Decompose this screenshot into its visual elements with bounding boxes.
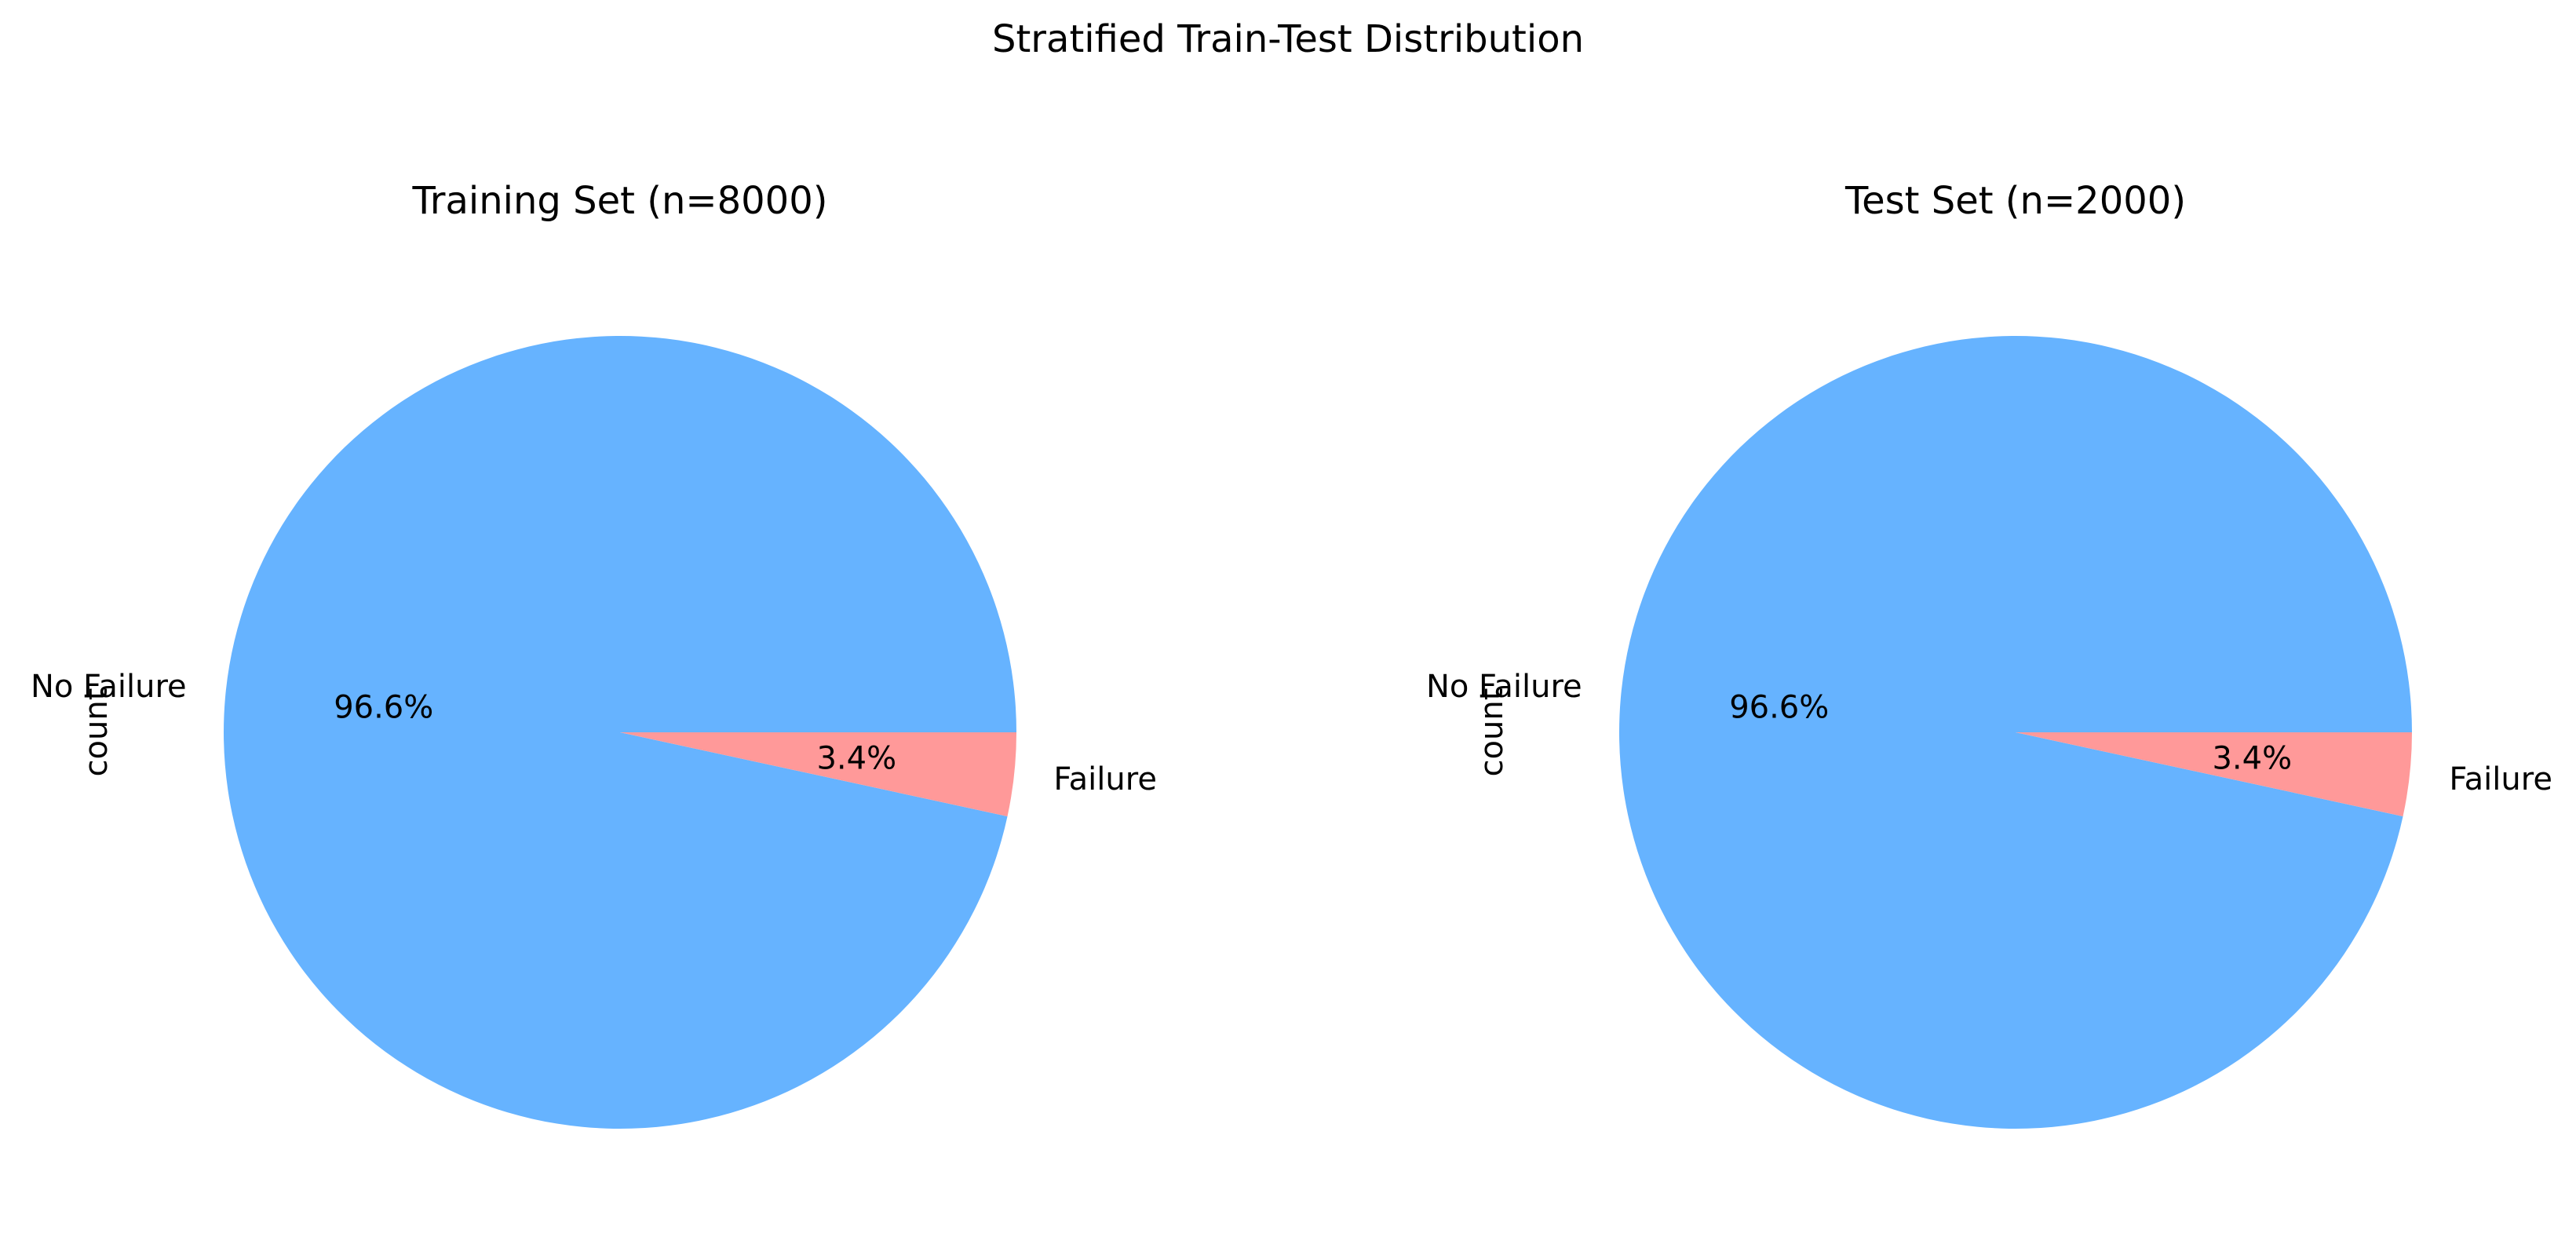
slice-label-failure: Failure (2449, 761, 2552, 797)
y-axis-label: count (1474, 688, 1510, 777)
pie-slice-failure (2016, 732, 2412, 817)
percent-label-no-failure: 96.6% (1729, 690, 1829, 726)
pie-title: Test Set (n=2000) (1844, 179, 2186, 223)
pie-chart-2: Test Set (n=2000) No Failure 96.6% Failure 3… (1426, 179, 2552, 1129)
pie-charts: Training Set (n=8000) No Failure 96.6% Fail… (31, 179, 2552, 1129)
pie-slice-no-failure (1619, 336, 2412, 1129)
slice-label-no-failure: No Failure (31, 669, 187, 705)
slice-label-no-failure: No Failure (1426, 669, 1582, 705)
percent-label-failure: 3.4% (2212, 740, 2292, 776)
percent-label-failure: 3.4% (816, 740, 896, 776)
percent-label-no-failure: 96.6% (334, 690, 433, 726)
pie-chart-1: Training Set (n=8000) No Failure 96.6% Fail… (31, 179, 1157, 1129)
figure-title: Stratified Train-Test Distribution (992, 17, 1584, 61)
slice-label-failure: Failure (1053, 761, 1157, 797)
pie-title: Training Set (n=8000) (412, 179, 828, 223)
pie-slice-failure (620, 732, 1016, 817)
pie-slice-no-failure (223, 335, 1016, 1129)
y-axis-label: count (78, 688, 115, 777)
